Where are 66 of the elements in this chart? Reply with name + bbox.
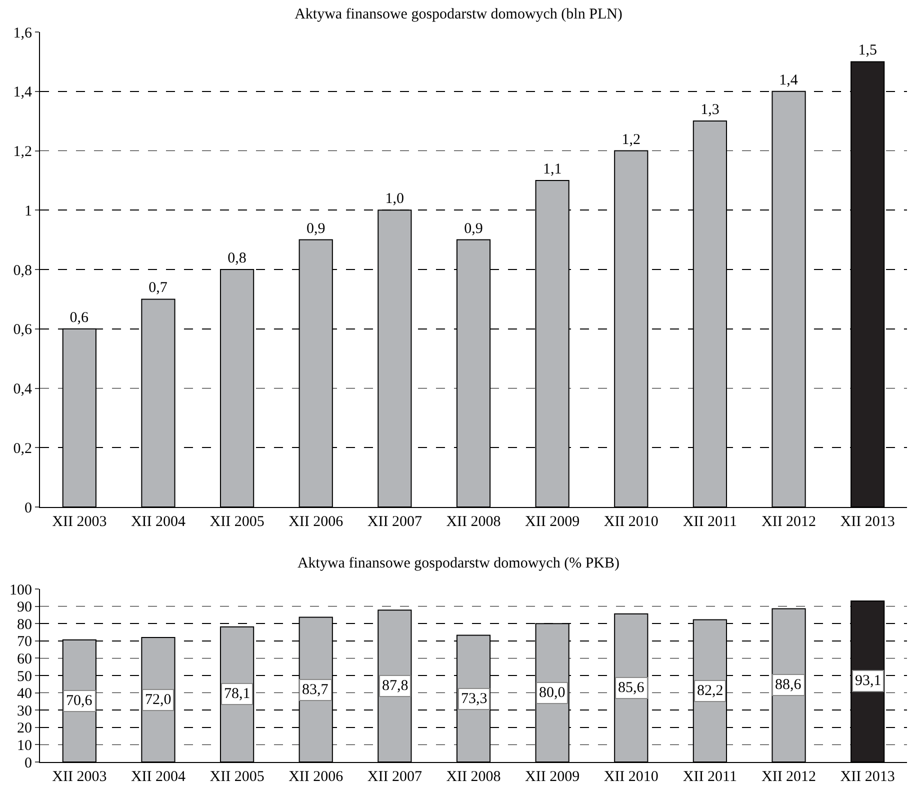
y-tick-label: 90 — [17, 600, 32, 616]
data-label: 72,0 — [145, 692, 172, 708]
data-label: 88,6 — [775, 677, 802, 693]
y-tick-label: 20 — [17, 720, 32, 737]
data-label: 0,9 — [306, 220, 326, 237]
x-tick-label: XII 2008 — [446, 769, 501, 785]
y-tick-label: 10 — [17, 738, 32, 754]
data-label: 1,1 — [542, 161, 562, 178]
data-label: 85,6 — [618, 680, 645, 696]
data-label: 1,5 — [858, 42, 877, 59]
x-tick-label: XII 2003 — [52, 514, 107, 530]
x-tick-label: XII 2008 — [446, 514, 501, 530]
data-label: 70,6 — [66, 693, 93, 709]
y-tick-label: 60 — [17, 651, 32, 668]
data-label: 1,3 — [700, 102, 720, 118]
data-label: 0,6 — [70, 310, 90, 326]
data-label: 83,7 — [302, 682, 329, 698]
data-label: 73,3 — [461, 691, 488, 707]
data-label: 0,8 — [228, 250, 246, 266]
x-tick-label: XII 2010 — [604, 514, 658, 530]
y-tick-label: 0,2 — [13, 440, 32, 457]
x-tick-label: XII 2006 — [288, 769, 344, 785]
y-tick-label: 1,2 — [13, 144, 32, 160]
data-label: 80,0 — [539, 685, 566, 701]
x-tick-label: XII 2009 — [525, 514, 580, 530]
chart-title: Aktywa finansowe gospodarstw domowych (% PKB) — [297, 556, 620, 572]
y-tick-label: 0,6 — [13, 322, 32, 338]
y-tick-label: 1,4 — [13, 84, 32, 101]
x-tick-label: XII 2007 — [367, 514, 422, 530]
x-tick-label: XII 2003 — [52, 769, 107, 785]
y-tick-label: 70 — [17, 634, 32, 650]
x-tick-label: XII 2012 — [761, 514, 816, 530]
y-tick-label: 50 — [17, 668, 32, 685]
x-tick-label: XII 2012 — [761, 769, 816, 785]
y-tick-label: 0 — [24, 500, 32, 516]
data-label: 78,1 — [224, 686, 250, 702]
x-tick-label: XII 2004 — [130, 769, 186, 785]
x-tick-label: XII 2005 — [210, 769, 264, 785]
y-tick-label: 0,8 — [13, 262, 32, 279]
x-tick-label: XII 2005 — [210, 514, 264, 530]
y-tick-label: 80 — [17, 616, 32, 633]
data-label: 1,4 — [779, 72, 798, 88]
data-label: 93,1 — [855, 673, 882, 689]
x-tick-label: XII 2004 — [130, 514, 186, 530]
y-tick-label: 0 — [24, 755, 32, 772]
data-label: 0,9 — [464, 220, 483, 237]
y-tick-label: 30 — [17, 703, 32, 720]
y-tick-label: 0,4 — [13, 382, 32, 398]
x-tick-label: XII 2009 — [525, 769, 580, 785]
data-label: 1,0 — [385, 191, 404, 208]
x-tick-label: XII 2010 — [604, 769, 658, 785]
data-label: 1,2 — [622, 132, 641, 148]
x-tick-label: XII 2013 — [840, 769, 895, 785]
x-tick-label: XII 2011 — [682, 769, 737, 785]
y-tick-label: 1 — [24, 203, 32, 220]
data-label: 0,7 — [148, 280, 168, 296]
x-tick-label: XII 2011 — [682, 514, 737, 530]
chart-title: Aktywa finansowe gospodarstw domowych (bln PLN) — [294, 6, 622, 23]
x-tick-label: XII 2006 — [288, 514, 344, 530]
data-label: 82,2 — [697, 683, 724, 699]
y-tick-label: 1,6 — [13, 25, 32, 42]
y-tick-label: 40 — [17, 686, 32, 702]
x-tick-label: XII 2007 — [367, 769, 422, 785]
data-label: 87,8 — [382, 678, 408, 694]
x-tick-label: XII 2013 — [840, 514, 895, 530]
y-tick-label: 100 — [10, 582, 32, 598]
